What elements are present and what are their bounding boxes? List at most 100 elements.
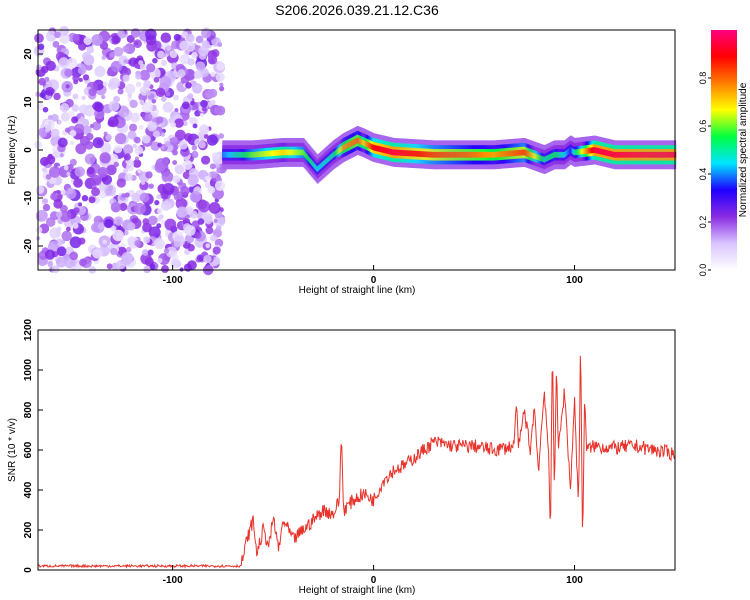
spectrogram-noise-cell: [104, 184, 117, 197]
spectrogram-noise-cell: [58, 57, 70, 69]
spectrogram-ridge-cell: [625, 151, 627, 158]
spectrogram-ridge-cell: [328, 155, 331, 162]
spectrogram-ridge-cell: [573, 149, 576, 156]
spectrogram-noise-cell: [208, 202, 221, 214]
spectrogram-ridge-cell: [659, 151, 662, 158]
spectrogram-ridge-cell: [550, 153, 553, 160]
spectrogram-ridge-cell: [364, 140, 367, 147]
spectrogram-ridge-cell: [475, 151, 478, 158]
spectrogram-ridge-cell: [520, 149, 523, 156]
spectrogram-ridge-cell: [452, 151, 455, 158]
spectrogram-noise-cell: [152, 130, 161, 138]
spectrogram-noise-cell: [198, 200, 211, 213]
spectrogram-noise-cell: [160, 132, 166, 137]
spectrogram-ridge-cell: [276, 150, 279, 156]
spectrogram-ridge-cell: [468, 151, 471, 158]
spectrogram-ridge-cell: [501, 151, 504, 158]
spectrogram-ridge-cell: [569, 147, 572, 153]
spectrogram-ridge-cell: [637, 151, 640, 158]
spectrogram-noise-cell: [53, 240, 58, 245]
spectrogram-ridge-cell: [631, 151, 633, 158]
spectrogram-ridge-cell: [391, 149, 393, 155]
spectrogram-ridge-cell: [600, 148, 602, 155]
colorbar-tick-label: 0.8: [698, 72, 708, 85]
spectrogram-ridge-cell: [444, 151, 447, 158]
spectrogram-ridge-cell: [405, 150, 407, 156]
spectrogram-ridge-cell: [352, 139, 355, 146]
snr-y-tick-label: 1200: [23, 318, 34, 341]
spectrogram-ridge-cell: [368, 142, 371, 149]
spectrogram-ridge-cell: [537, 154, 540, 161]
spectrogram-noise-cell: [156, 223, 162, 229]
spectrogram-ridge-cell: [606, 150, 608, 156]
spectrogram-noise-cell: [164, 218, 177, 231]
spectrogram-ridge-cell: [404, 150, 406, 156]
spectrogram-ridge-cell: [239, 151, 242, 158]
colorbar-label: Normalized spectral amplitude: [738, 82, 749, 217]
spectrogram-noise-cell: [78, 77, 83, 82]
spectrogram-noise-cell: [78, 104, 89, 115]
spectrogram-ridge-cell: [278, 149, 281, 156]
spectrogram-ridge-cell: [463, 151, 466, 158]
spectrogram-ridge-cell: [499, 151, 502, 158]
spectrogram-noise-cell: [169, 50, 178, 59]
spectrogram-noise-cell: [78, 237, 86, 245]
spectrogram-ridge-cell: [275, 150, 278, 156]
spectrogram-ridge-cell: [381, 146, 383, 153]
spectrogram-noise-cell: [155, 87, 166, 98]
spectrogram-ridge-cell: [440, 151, 443, 158]
spectrogram-ridge-cell: [343, 144, 346, 150]
spectrogram-ridge-cell: [389, 148, 391, 155]
spectrogram-ridge-cell: [620, 151, 622, 158]
spectrogram-ridge-cell: [454, 151, 457, 158]
spectrogram-noise-cell: [67, 164, 74, 171]
spectrogram-noise-cell: [110, 60, 123, 73]
spectrogram-ridge-cell: [273, 150, 276, 156]
spectrogram-noise-cell: [203, 133, 209, 139]
spectrogram-ridge-cell: [305, 153, 308, 159]
spectrogram-ridge-cell: [574, 149, 577, 156]
spectrogram-noise-cell: [44, 76, 50, 82]
spectrogram-ridge-cell: [505, 150, 508, 157]
spectrogram-noise-cell: [52, 40, 60, 48]
spectrogram-ridge-cell: [660, 151, 663, 158]
spectrogram-ridge-cell: [491, 151, 494, 158]
spectrogram-ridge-cell: [414, 150, 416, 157]
spectrogram-noise-cell: [50, 128, 60, 138]
spectrogram-noise-cell: [65, 226, 71, 232]
spectrogram-ridge-cell: [602, 149, 604, 155]
spectrogram-noise-cell: [157, 257, 163, 264]
spectrogram-ridge-cell: [248, 151, 251, 158]
spectrogram-ridge-cell: [390, 148, 392, 155]
spectrogram-ridge-cell: [270, 150, 273, 157]
spectrogram-noise-cell: [154, 162, 166, 173]
spectrogram-noise-cell: [55, 256, 67, 268]
spectrogram-noise-cell: [123, 59, 128, 64]
spectrogram-ridge-cell: [635, 151, 638, 158]
spectrogram-ridge-cell: [281, 149, 284, 156]
spectrogram-ridge-cell: [380, 146, 382, 153]
spectrogram-noise-cell: [71, 116, 79, 124]
spectrogram-noise-cell: [43, 119, 55, 131]
spectrogram-ridge-cell: [615, 151, 617, 158]
spectrogram-ridge-cell: [575, 149, 578, 156]
spectrogram-ridge-cell: [320, 162, 323, 169]
spectrogram-noise-cell: [42, 198, 49, 205]
spectrogram-ridge-cell: [543, 156, 546, 163]
spectrogram-ridge-cell: [461, 151, 464, 158]
spectrogram-ridge-cell: [230, 151, 233, 158]
spectrogram-ridge-cell: [272, 150, 275, 157]
spectrogram-noise-cell: [145, 28, 157, 41]
spectrogram-ridge-cell: [413, 150, 415, 157]
spectrogram-noise-cell: [214, 163, 221, 169]
spectrogram-ridge-cell: [237, 151, 240, 158]
spectrogram-noise-cell: [180, 75, 190, 85]
spectrogram-noise-cell: [45, 30, 57, 42]
spectrogram-ridge-cell: [311, 160, 314, 167]
spectrogram-ridge-cell: [246, 151, 249, 158]
spectrogram-noise-cell: [156, 208, 163, 214]
spectrogram-ridge-cell: [326, 157, 329, 164]
spectrogram-ridge-cell: [393, 149, 395, 156]
spectrogram-noise-cell: [66, 171, 71, 177]
spectrogram-noise-cell: [207, 186, 216, 194]
